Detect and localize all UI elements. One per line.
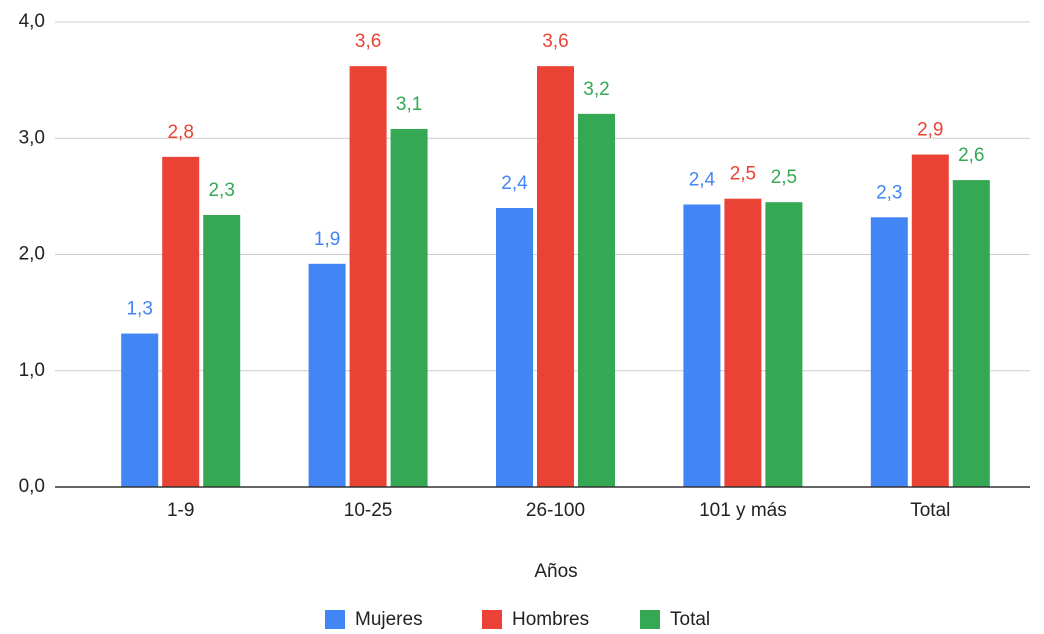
bar: [121, 333, 159, 487]
y-tick-label: 0,0: [19, 476, 45, 497]
y-tick-label: 3,0: [19, 127, 45, 148]
bar: [578, 113, 615, 488]
bar: [537, 66, 574, 488]
value-label: 2,9: [917, 120, 943, 141]
value-label: 3,2: [583, 79, 609, 100]
bar: [765, 202, 803, 487]
value-label: 2,6: [958, 145, 984, 166]
bar: [683, 204, 721, 487]
bar: [349, 66, 387, 488]
x-tick-label: 101 y más: [699, 500, 787, 521]
bar: [390, 128, 428, 487]
value-label: 2,5: [771, 167, 797, 188]
bar: [870, 217, 908, 488]
bar: [724, 198, 762, 487]
value-label: 2,8: [167, 122, 193, 143]
legend-swatch: [640, 610, 660, 630]
legend-label: Mujeres: [355, 609, 423, 629]
legend-swatch: [482, 610, 502, 630]
y-tick-label: 1,0: [19, 360, 45, 381]
value-label: 2,3: [876, 182, 902, 203]
value-label: 1,9: [314, 229, 340, 250]
value-label: 2,4: [501, 173, 528, 194]
x-axis-title: Años: [534, 561, 577, 582]
bar: [952, 180, 990, 487]
x-tick-label: 10-25: [344, 500, 393, 521]
value-label: 3,1: [396, 94, 422, 115]
value-label: 3,6: [542, 31, 568, 52]
y-tick-label: 4,0: [19, 11, 45, 32]
legend-label: Total: [670, 609, 710, 629]
value-label: 2,4: [689, 170, 716, 191]
x-tick-label: 26-100: [526, 500, 585, 521]
bar: [203, 214, 241, 487]
value-label: 3,6: [355, 31, 381, 52]
value-label: 2,3: [208, 180, 234, 201]
bar: [308, 263, 346, 487]
legend-label: Hombres: [512, 609, 589, 629]
y-tick-label: 2,0: [19, 244, 45, 265]
x-tick-label: 1-9: [167, 500, 194, 521]
value-label: 1,3: [126, 299, 152, 320]
legend-swatch: [325, 610, 345, 630]
bar: [911, 154, 949, 487]
bar: [496, 208, 533, 487]
x-tick-label: Total: [910, 500, 950, 521]
bar: [162, 156, 200, 487]
value-label: 2,5: [730, 164, 756, 185]
